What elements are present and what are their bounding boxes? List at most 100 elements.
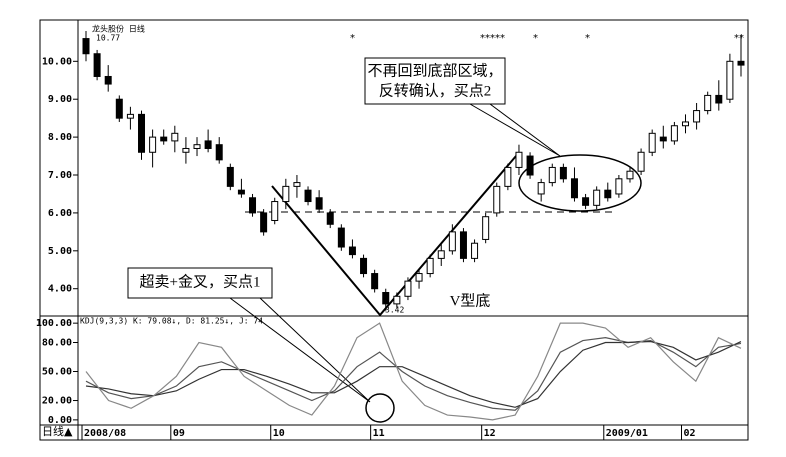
highlight-ellipse <box>518 154 642 212</box>
candle-body <box>215 144 223 161</box>
candle-body <box>626 170 634 180</box>
candle-body <box>704 94 712 112</box>
candle-body <box>237 189 245 195</box>
candle-body <box>115 98 123 119</box>
kdj-line <box>85 322 742 421</box>
candle-body <box>104 75 112 85</box>
annotation: 反转确认，买点2 <box>379 82 492 99</box>
high-label: 10.77 <box>96 34 120 43</box>
candle-body <box>260 212 268 233</box>
svg-text:*****: ***** <box>480 33 505 44</box>
x-tick-label: 2009/01 <box>606 428 648 439</box>
candle-body <box>526 155 534 176</box>
v-trend-lines <box>271 155 517 317</box>
y-tick-label: 6.00 <box>48 208 72 219</box>
y-tick-label: 0.00 <box>48 415 72 426</box>
candle-body <box>670 125 678 142</box>
candle-body <box>193 144 201 149</box>
candle-body <box>493 185 501 214</box>
candle-body <box>149 136 157 153</box>
candle-body <box>282 185 290 203</box>
candle-body <box>726 60 734 100</box>
candle-body <box>326 212 334 225</box>
svg-text:*: * <box>533 33 538 44</box>
candle-body <box>249 197 257 214</box>
candle-body <box>648 132 656 153</box>
candle-body <box>138 113 146 153</box>
callout-box <box>127 267 273 299</box>
candle-body <box>482 216 490 240</box>
y-tick-label: 7.00 <box>48 170 72 181</box>
candle-body <box>426 257 434 275</box>
y-tick-label: 50.00 <box>42 367 72 378</box>
svg-text:*: * <box>350 33 355 44</box>
kdj-title: KDJ(9,3,3) K: 79.08↓, D: 81.25↓, J: 74 <box>80 317 263 326</box>
candle-body <box>715 94 723 104</box>
candle-body <box>271 201 279 221</box>
candle-body <box>593 189 601 206</box>
candle-body <box>371 273 379 290</box>
candle-body <box>82 38 90 55</box>
annotation: V型底 <box>450 292 491 309</box>
candle-body <box>126 113 134 119</box>
y-tick-label: 20.00 <box>42 396 72 407</box>
candle-body <box>681 121 689 127</box>
y-tick-label: 5.00 <box>48 246 72 257</box>
candle-body <box>504 166 512 187</box>
candle-body <box>171 132 179 142</box>
candle-body <box>437 250 445 259</box>
period-label: 日线▲ <box>42 424 73 438</box>
candle-body <box>548 166 556 184</box>
markers: * ***** * * ** <box>350 33 744 44</box>
candle-body <box>693 110 701 123</box>
candle-body <box>404 280 412 297</box>
candle-body <box>448 231 456 252</box>
candle-body <box>315 197 323 210</box>
candle-body <box>582 197 590 206</box>
low-label: 3.42 <box>385 306 404 315</box>
candle-body <box>459 231 467 259</box>
candle-body <box>93 53 101 77</box>
candle-body <box>160 136 168 142</box>
x-tick-label: 11 <box>373 428 385 439</box>
candle-body <box>659 136 667 142</box>
candle-body <box>393 295 401 305</box>
annotation: 不再回到底部区域， <box>367 62 502 79</box>
candle-body <box>471 242 479 259</box>
candle-body <box>615 178 623 195</box>
candle-body <box>360 257 368 275</box>
x-tick-label: 12 <box>484 428 496 439</box>
candle-body <box>382 292 390 305</box>
candle-body <box>415 273 423 282</box>
candle-body <box>559 166 567 180</box>
highlight-circle <box>365 393 395 423</box>
candle-body <box>293 182 301 187</box>
kdj-line <box>85 337 742 411</box>
candle-body <box>226 166 234 187</box>
candle-body <box>537 182 545 195</box>
candle-body <box>348 246 356 256</box>
x-tick-label: 2008/08 <box>84 428 126 439</box>
candle-body <box>604 189 612 199</box>
x-tick-label: 10 <box>273 428 285 439</box>
frame <box>39 19 749 441</box>
y-tick-label: 80.00 <box>42 338 72 349</box>
candle-body <box>737 60 745 66</box>
candle-body <box>515 151 523 168</box>
y-tick-label: 10.00 <box>42 56 72 67</box>
candle-body <box>637 151 645 172</box>
candle-body <box>304 189 312 203</box>
y-tick-label: 9.00 <box>48 94 72 105</box>
y-tick-label: 4.00 <box>48 284 72 295</box>
svg-text:**: ** <box>734 33 744 44</box>
kdj-line <box>85 340 742 408</box>
candle-body <box>337 227 345 248</box>
candle-body <box>182 147 190 153</box>
x-tick-label: 09 <box>173 428 185 439</box>
svg-text:*: * <box>585 33 590 44</box>
y-tick-label: 8.00 <box>48 132 72 143</box>
candle-body <box>204 140 212 149</box>
callout-pointer <box>469 103 561 157</box>
callout-pointer <box>229 297 371 403</box>
